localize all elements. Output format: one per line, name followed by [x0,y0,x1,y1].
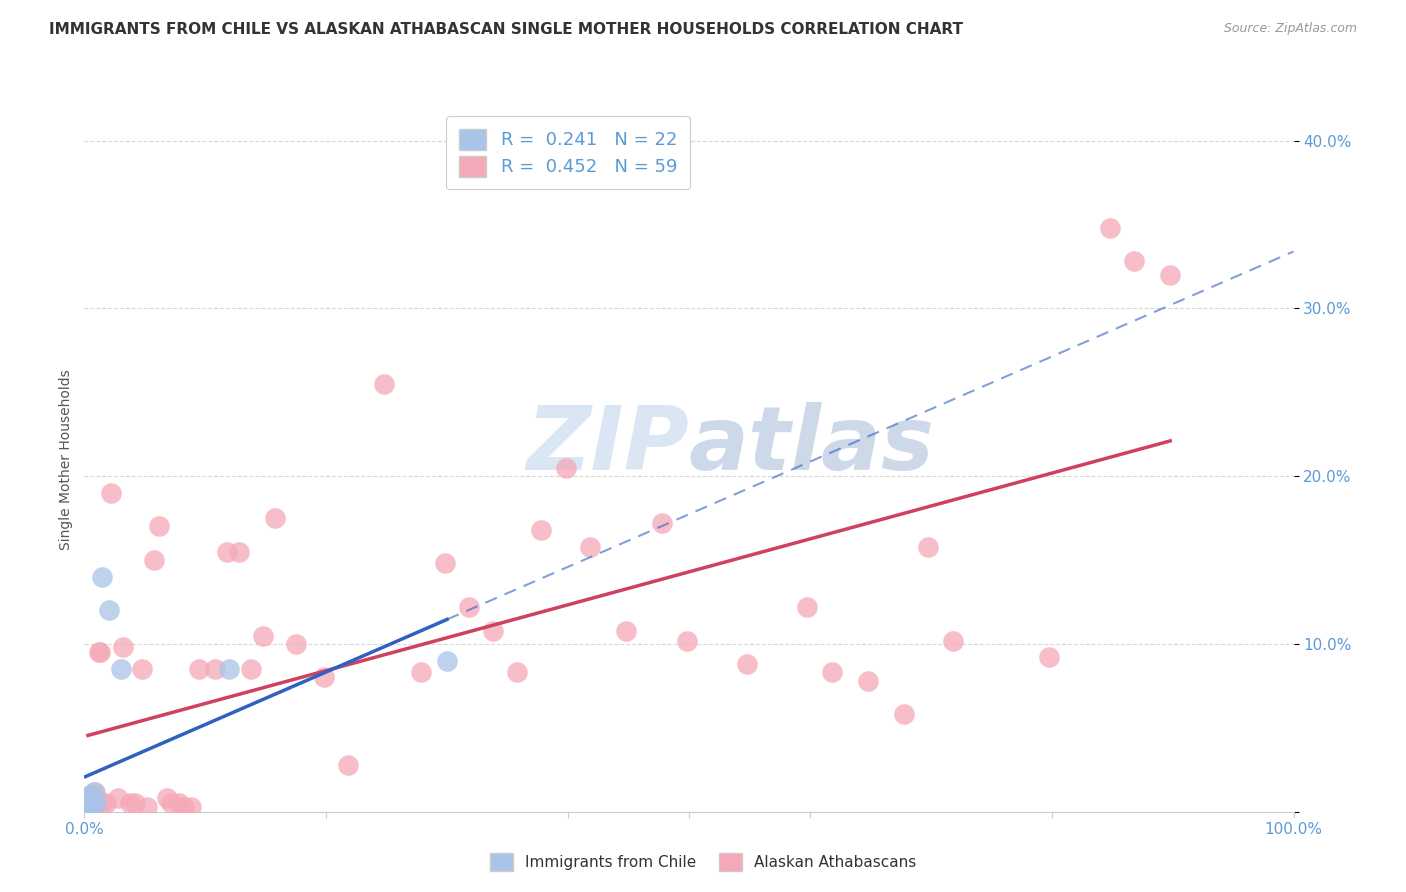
Point [856,673,879,688]
Point [336,757,359,772]
Point [614,624,637,638]
Point [124,797,146,811]
Point [84,784,107,798]
Point [160,797,183,811]
Point [91,797,114,811]
Y-axis label: Single Mother Households: Single Mother Households [59,369,73,549]
Point [1098,220,1121,235]
Point [76,795,98,809]
Point [107,791,129,805]
Point [820,665,842,680]
Point [91,570,114,584]
Point [252,629,274,643]
Point [651,516,673,530]
Point [100,486,122,500]
Point [1159,268,1181,282]
Point [180,799,202,814]
Point [204,662,226,676]
Point [148,519,170,533]
Point [83,791,105,805]
Point [120,797,142,811]
Legend: Immigrants from Chile, Alaskan Athabascans: Immigrants from Chile, Alaskan Athabasca… [481,844,925,880]
Text: Source: ZipAtlas.com: Source: ZipAtlas.com [1223,22,1357,36]
Point [82,797,104,811]
Point [482,624,505,638]
Point [433,557,456,571]
Point [155,791,177,805]
Point [173,799,195,814]
Point [75,793,97,807]
Point [1122,254,1144,268]
Point [97,603,120,617]
Point [89,645,111,659]
Point [87,645,110,659]
Point [264,511,287,525]
Point [86,797,108,811]
Point [79,791,101,805]
Point [77,791,100,805]
Point [80,799,103,814]
Point [77,797,100,812]
Point [409,665,432,680]
Point [86,791,108,805]
Point [76,797,98,812]
Point [77,797,100,811]
Legend: R =  0.241   N = 22, R =  0.452   N = 59: R = 0.241 N = 22, R = 0.452 N = 59 [446,116,690,189]
Point [506,665,529,680]
Point [131,662,153,676]
Point [284,637,308,651]
Point [457,600,479,615]
Point [75,797,97,811]
Point [136,799,159,814]
Point [578,540,600,554]
Point [82,797,104,811]
Point [76,791,98,805]
Point [112,640,135,655]
Point [917,540,939,554]
Point [735,657,758,671]
Point [77,797,100,811]
Point [215,544,238,558]
Point [228,544,250,558]
Point [94,797,117,811]
Text: IMMIGRANTS FROM CHILE VS ALASKAN ATHABASCAN SINGLE MOTHER HOUSEHOLDS CORRELATION: IMMIGRANTS FROM CHILE VS ALASKAN ATHABAS… [49,22,963,37]
Point [218,662,240,676]
Point [554,460,576,475]
Point [83,784,105,798]
Point [75,799,97,814]
Point [796,600,818,615]
Point [240,662,263,676]
Point [79,799,101,814]
Point [941,633,963,648]
Point [79,788,101,802]
Point [1038,650,1060,665]
Point [373,376,395,391]
Text: atlas: atlas [689,401,935,489]
Point [77,793,100,807]
Point [312,671,335,685]
Point [110,662,132,676]
Text: ZIP: ZIP [526,401,689,489]
Point [893,707,915,722]
Point [188,662,211,676]
Point [436,654,458,668]
Point [77,789,100,804]
Point [80,788,103,802]
Point [143,553,166,567]
Point [530,523,553,537]
Point [77,795,100,809]
Point [675,633,697,648]
Point [167,797,190,811]
